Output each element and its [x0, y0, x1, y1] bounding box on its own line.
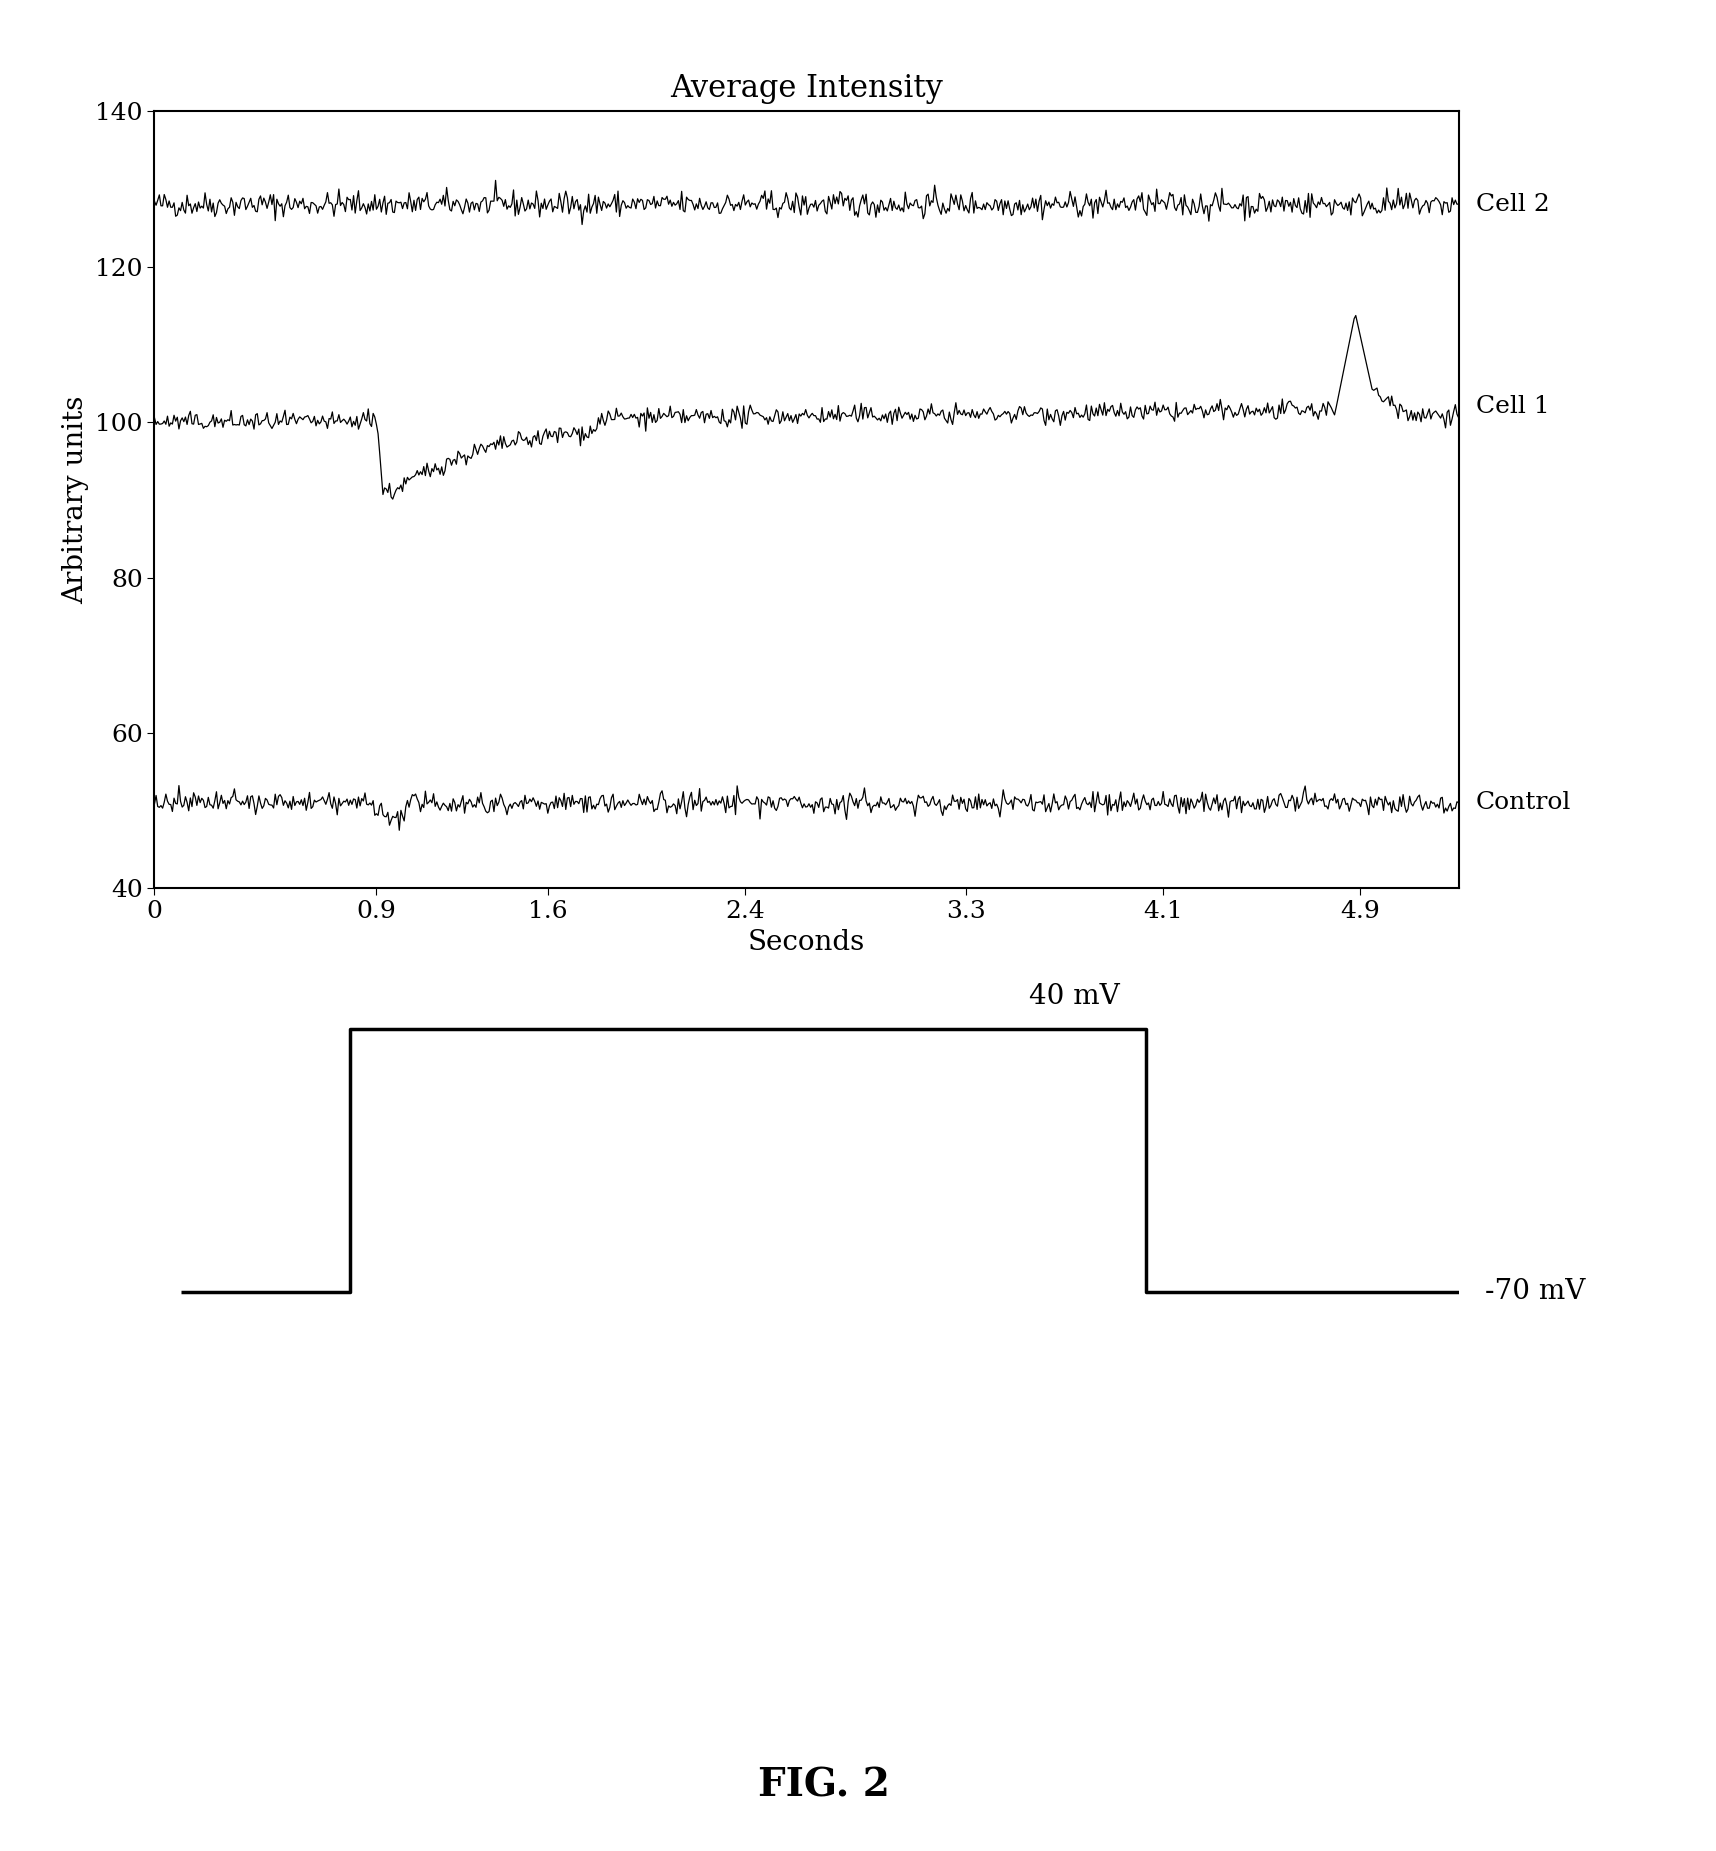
- Text: -70 mV: -70 mV: [1484, 1277, 1586, 1305]
- Text: Control: Control: [1476, 792, 1572, 814]
- Text: Cell 2: Cell 2: [1476, 193, 1550, 217]
- Text: FIG. 2: FIG. 2: [758, 1766, 889, 1805]
- X-axis label: Seconds: Seconds: [748, 929, 865, 955]
- Title: Average Intensity: Average Intensity: [669, 74, 944, 104]
- Y-axis label: Arbitrary units: Arbitrary units: [62, 396, 89, 603]
- Text: 40 mV: 40 mV: [1030, 983, 1119, 1009]
- Text: Cell 1: Cell 1: [1476, 394, 1550, 418]
